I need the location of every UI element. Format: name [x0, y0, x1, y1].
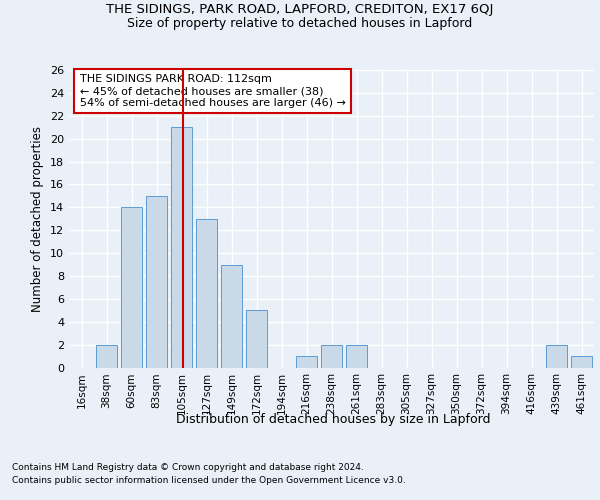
- Bar: [296, 356, 317, 368]
- Bar: [546, 344, 567, 368]
- Text: Size of property relative to detached houses in Lapford: Size of property relative to detached ho…: [127, 18, 473, 30]
- Bar: [146, 196, 167, 368]
- Text: Contains HM Land Registry data © Crown copyright and database right 2024.: Contains HM Land Registry data © Crown c…: [12, 464, 364, 472]
- Bar: [196, 219, 217, 368]
- Text: Contains public sector information licensed under the Open Government Licence v3: Contains public sector information licen…: [12, 476, 406, 485]
- Text: THE SIDINGS, PARK ROAD, LAPFORD, CREDITON, EX17 6QJ: THE SIDINGS, PARK ROAD, LAPFORD, CREDITO…: [106, 2, 494, 16]
- Bar: [346, 344, 367, 368]
- Text: THE SIDINGS PARK ROAD: 112sqm
← 45% of detached houses are smaller (38)
54% of s: THE SIDINGS PARK ROAD: 112sqm ← 45% of d…: [79, 74, 346, 108]
- Bar: [321, 344, 342, 368]
- Bar: [121, 208, 142, 368]
- Y-axis label: Number of detached properties: Number of detached properties: [31, 126, 44, 312]
- Bar: [246, 310, 267, 368]
- Bar: [221, 264, 242, 368]
- Text: Distribution of detached houses by size in Lapford: Distribution of detached houses by size …: [176, 412, 490, 426]
- Bar: [96, 344, 117, 368]
- Bar: [171, 127, 192, 368]
- Bar: [571, 356, 592, 368]
